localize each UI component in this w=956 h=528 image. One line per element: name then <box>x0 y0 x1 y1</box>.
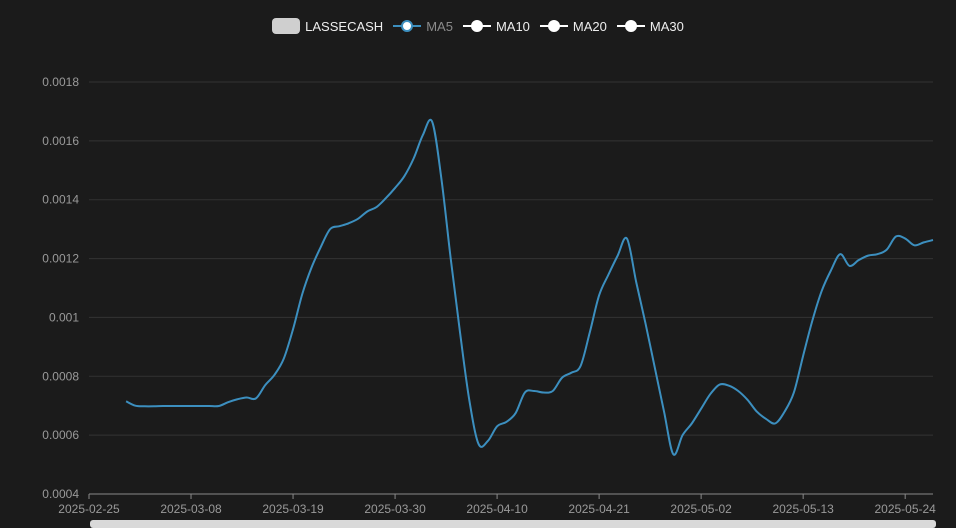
y-tick-label: 0.0008 <box>42 369 79 383</box>
legend: LASSECASH MA5 MA10 MA20 MA30 <box>0 18 956 34</box>
x-tick-label: 2025-05-24 <box>874 502 936 516</box>
y-tick-label: 0.0006 <box>42 428 79 442</box>
series-line-ma5 <box>125 118 934 456</box>
x-tick-label: 2025-04-21 <box>568 502 630 516</box>
y-tick-label: 0.0004 <box>42 487 79 501</box>
legend-swatch-ma10 <box>462 18 491 34</box>
legend-item-ma20[interactable]: MA20 <box>539 18 607 34</box>
legend-label-ma30: MA30 <box>649 18 684 34</box>
y-tick-label: 0.0014 <box>42 193 79 207</box>
y-tick-label: 0.0016 <box>42 134 79 148</box>
x-tick-label: 2025-04-10 <box>466 502 528 516</box>
y-tick-label: 0.001 <box>49 310 79 324</box>
legend-item-lassecash[interactable]: LASSECASH <box>272 18 383 34</box>
legend-label-ma5: MA5 <box>426 18 453 34</box>
x-tick-label: 2025-03-08 <box>160 502 222 516</box>
x-tick-label: 2025-02-25 <box>58 502 120 516</box>
legend-swatch-ma30 <box>616 18 645 34</box>
legend-swatch-ma5 <box>393 18 422 34</box>
x-tick-label: 2025-05-02 <box>670 502 732 516</box>
x-tick-label: 2025-03-30 <box>364 502 426 516</box>
y-tick-label: 0.0012 <box>42 252 79 266</box>
legend-label-lassecash: LASSECASH <box>305 18 384 34</box>
legend-swatch-lassecash <box>272 18 301 34</box>
legend-item-ma5[interactable]: MA5 <box>393 18 453 34</box>
datazoom-scrollbar[interactable] <box>90 520 936 528</box>
x-tick-label: 2025-03-19 <box>262 502 324 516</box>
legend-swatch-ma20 <box>539 18 568 34</box>
x-tick-label: 2025-05-13 <box>772 502 834 516</box>
legend-label-ma10: MA10 <box>495 18 530 34</box>
y-tick-label: 0.0018 <box>42 75 79 89</box>
legend-label-ma20: MA20 <box>572 18 607 34</box>
legend-item-ma30[interactable]: MA30 <box>616 18 684 34</box>
legend-item-ma10[interactable]: MA10 <box>462 18 530 34</box>
